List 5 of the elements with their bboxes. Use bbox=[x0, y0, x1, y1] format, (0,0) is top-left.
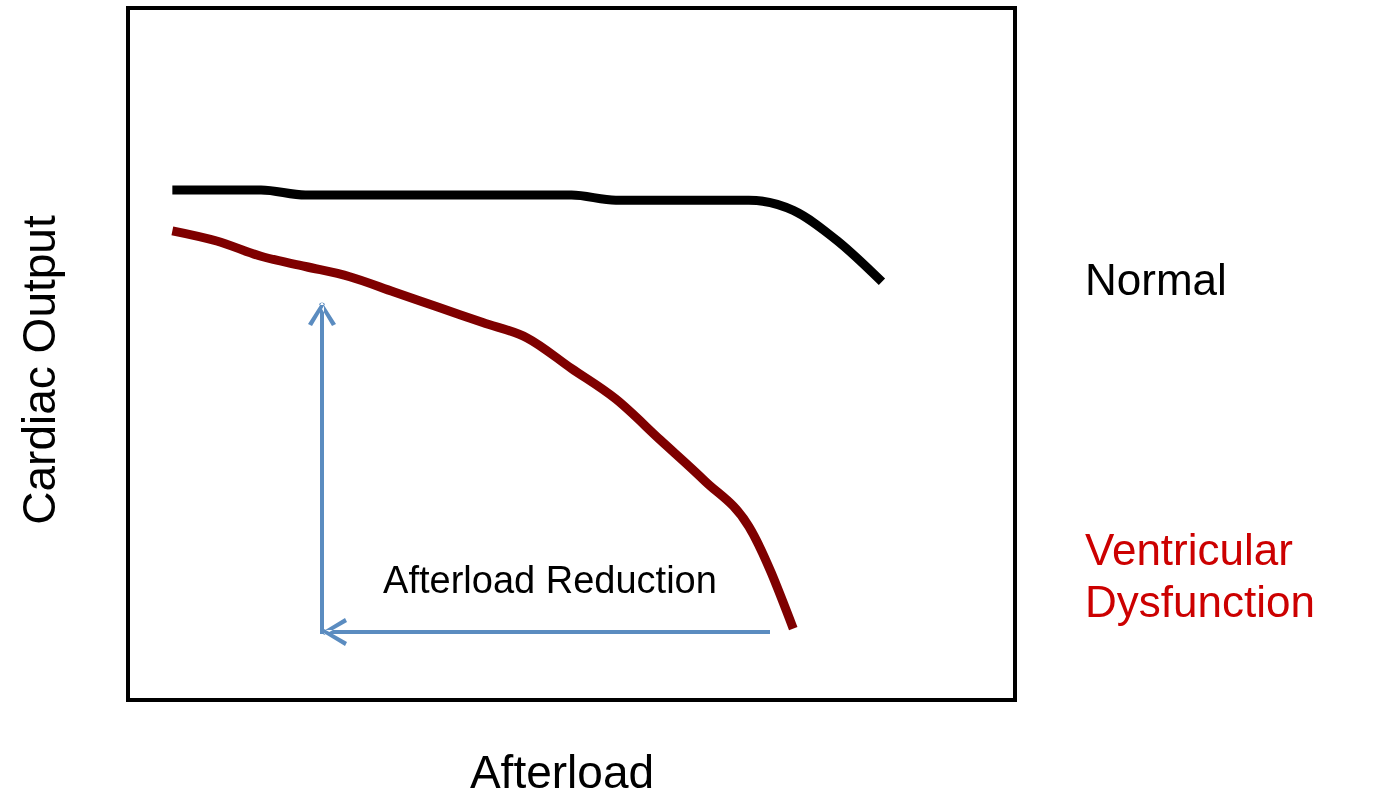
y-axis-title: Cardiac Output bbox=[13, 215, 65, 525]
annotation: Afterload Reduction bbox=[383, 559, 717, 601]
x-axis-title: Afterload bbox=[469, 746, 655, 794]
text: Normal bbox=[1085, 255, 1227, 304]
text: Ventricular Dysfunction bbox=[1085, 525, 1315, 626]
